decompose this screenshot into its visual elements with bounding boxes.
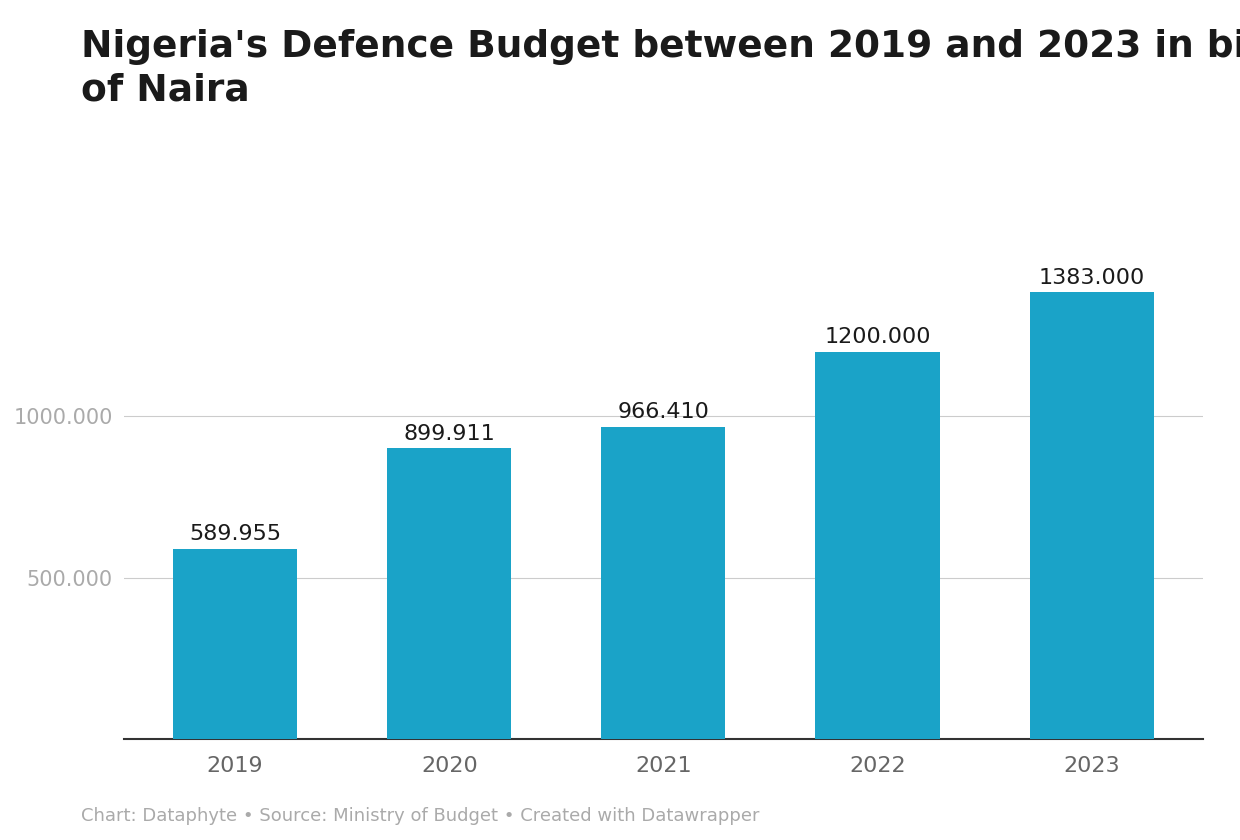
Text: 589.955: 589.955 <box>188 524 281 543</box>
Text: 966.410: 966.410 <box>618 402 709 423</box>
Text: 899.911: 899.911 <box>403 423 495 444</box>
Bar <box>387 449 511 739</box>
Text: Chart: Dataphyte • Source: Ministry of Budget • Created with Datawrapper: Chart: Dataphyte • Source: Ministry of B… <box>81 807 759 825</box>
Bar <box>601 427 725 739</box>
Bar <box>816 351 940 739</box>
Text: Nigeria's Defence Budget between 2019 and 2023 in billions
of Naira: Nigeria's Defence Budget between 2019 an… <box>81 29 1240 108</box>
Bar <box>174 549 298 739</box>
Text: 1383.000: 1383.000 <box>1039 267 1145 287</box>
Text: 1200.000: 1200.000 <box>825 327 931 347</box>
Bar <box>1029 292 1153 739</box>
